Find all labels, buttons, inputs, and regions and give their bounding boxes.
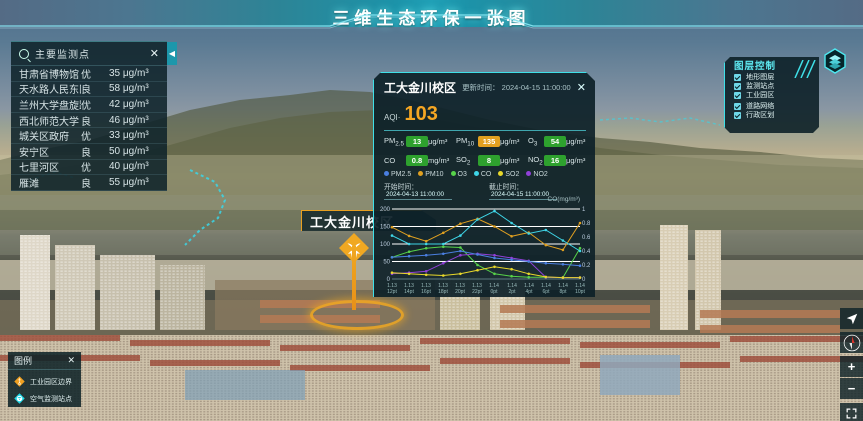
- svg-text:200: 200: [380, 207, 391, 213]
- svg-text:6pt: 6pt: [543, 289, 551, 295]
- svg-text:0.2: 0.2: [582, 263, 590, 269]
- svg-text:0.6: 0.6: [582, 235, 590, 241]
- svg-text:20pt: 20pt: [455, 289, 465, 295]
- svg-text:12pt: 12pt: [387, 289, 397, 295]
- svg-text:100: 100: [380, 242, 391, 248]
- svg-text:10pt: 10pt: [575, 289, 585, 295]
- svg-text:0.4: 0.4: [582, 249, 590, 255]
- svg-text:4pt: 4pt: [526, 289, 534, 295]
- svg-text:0.8: 0.8: [582, 221, 590, 227]
- svg-text:18pt: 18pt: [438, 289, 448, 295]
- svg-text:0pt: 0pt: [491, 289, 499, 295]
- svg-text:16pt: 16pt: [421, 289, 431, 295]
- svg-text:22pt: 22pt: [472, 289, 482, 295]
- svg-text:50: 50: [383, 260, 390, 266]
- svg-text:1: 1: [582, 207, 586, 213]
- svg-text:14pt: 14pt: [404, 289, 414, 295]
- svg-text:150: 150: [380, 225, 391, 231]
- svg-text:8pt: 8pt: [560, 289, 568, 295]
- svg-text:2pt: 2pt: [509, 289, 517, 295]
